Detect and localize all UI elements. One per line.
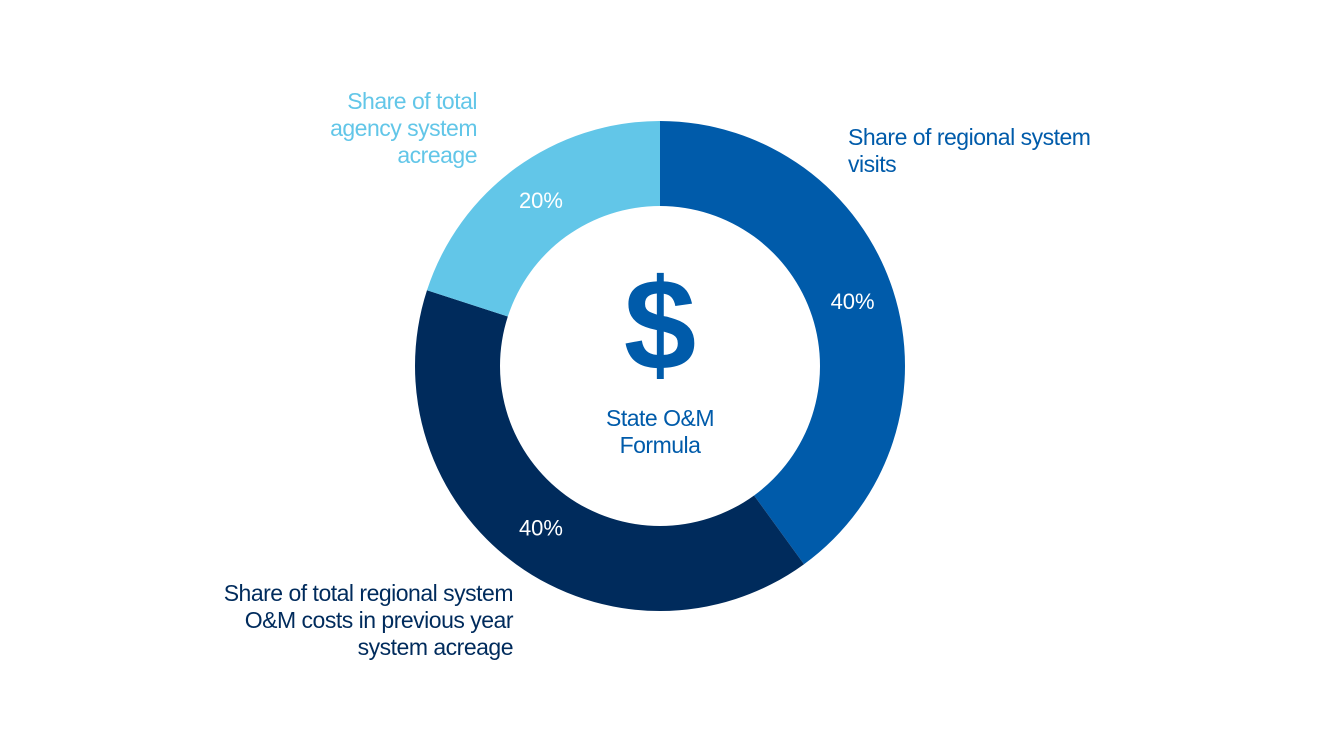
slice-label: Share of regional system visits (848, 124, 1091, 177)
value-label: 40% (519, 516, 563, 541)
slice-label: Share of total regional system O&M costs… (223, 580, 514, 660)
value-label: 40% (831, 289, 875, 314)
center-label: State O&M Formula (606, 405, 714, 458)
donut-slice (415, 290, 805, 611)
donut-slice (660, 121, 905, 565)
center-symbol: $ (624, 251, 696, 397)
donut-slice (426, 121, 660, 317)
slice-label: Share of total agency system acreage (330, 88, 477, 168)
value-label: 20% (519, 188, 563, 213)
